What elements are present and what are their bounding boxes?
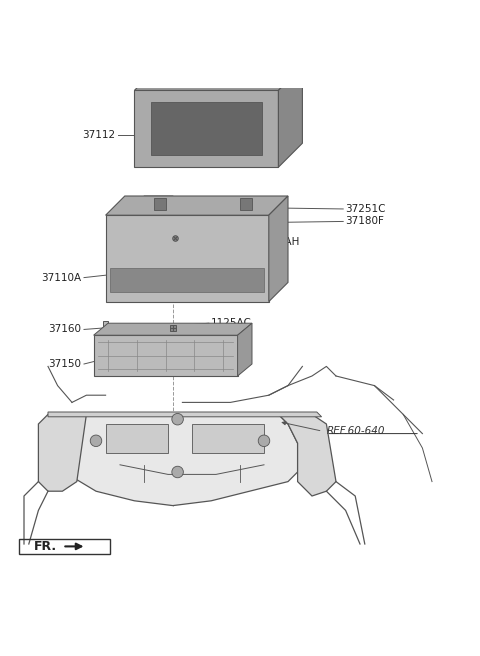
Text: 37112: 37112 [82, 130, 115, 140]
Text: 37150: 37150 [48, 359, 82, 369]
Polygon shape [269, 196, 288, 302]
Text: FR.: FR. [34, 540, 57, 553]
Polygon shape [144, 222, 153, 227]
Polygon shape [48, 412, 322, 417]
Polygon shape [134, 91, 278, 167]
Bar [19, 539, 110, 554]
Circle shape [172, 413, 183, 425]
Bar [240, 198, 252, 211]
Text: 37180F: 37180F [346, 216, 384, 226]
Polygon shape [278, 415, 336, 496]
Circle shape [172, 466, 183, 478]
Text: 1141AH: 1141AH [259, 237, 300, 247]
Polygon shape [238, 323, 252, 376]
Text: 1125AC: 1125AC [211, 318, 252, 328]
Polygon shape [151, 102, 262, 155]
Text: 37110A: 37110A [41, 273, 82, 283]
Polygon shape [278, 66, 302, 167]
Text: 37251C: 37251C [346, 204, 386, 214]
Text: 37160: 37160 [48, 325, 82, 335]
Bar [110, 268, 264, 292]
Polygon shape [144, 205, 206, 222]
Circle shape [258, 435, 270, 447]
Polygon shape [134, 66, 302, 91]
Polygon shape [103, 321, 132, 333]
Polygon shape [38, 415, 86, 491]
Polygon shape [192, 424, 264, 453]
Polygon shape [144, 196, 211, 213]
Polygon shape [106, 424, 168, 453]
Polygon shape [106, 196, 288, 215]
Polygon shape [106, 215, 269, 302]
Circle shape [90, 435, 102, 447]
Bar [154, 198, 166, 211]
Polygon shape [198, 222, 206, 227]
Polygon shape [94, 323, 252, 335]
Text: 1129KA: 1129KA [211, 326, 252, 336]
Text: REF.60-640: REF.60-640 [326, 426, 385, 436]
Polygon shape [67, 415, 298, 506]
Polygon shape [94, 335, 238, 376]
